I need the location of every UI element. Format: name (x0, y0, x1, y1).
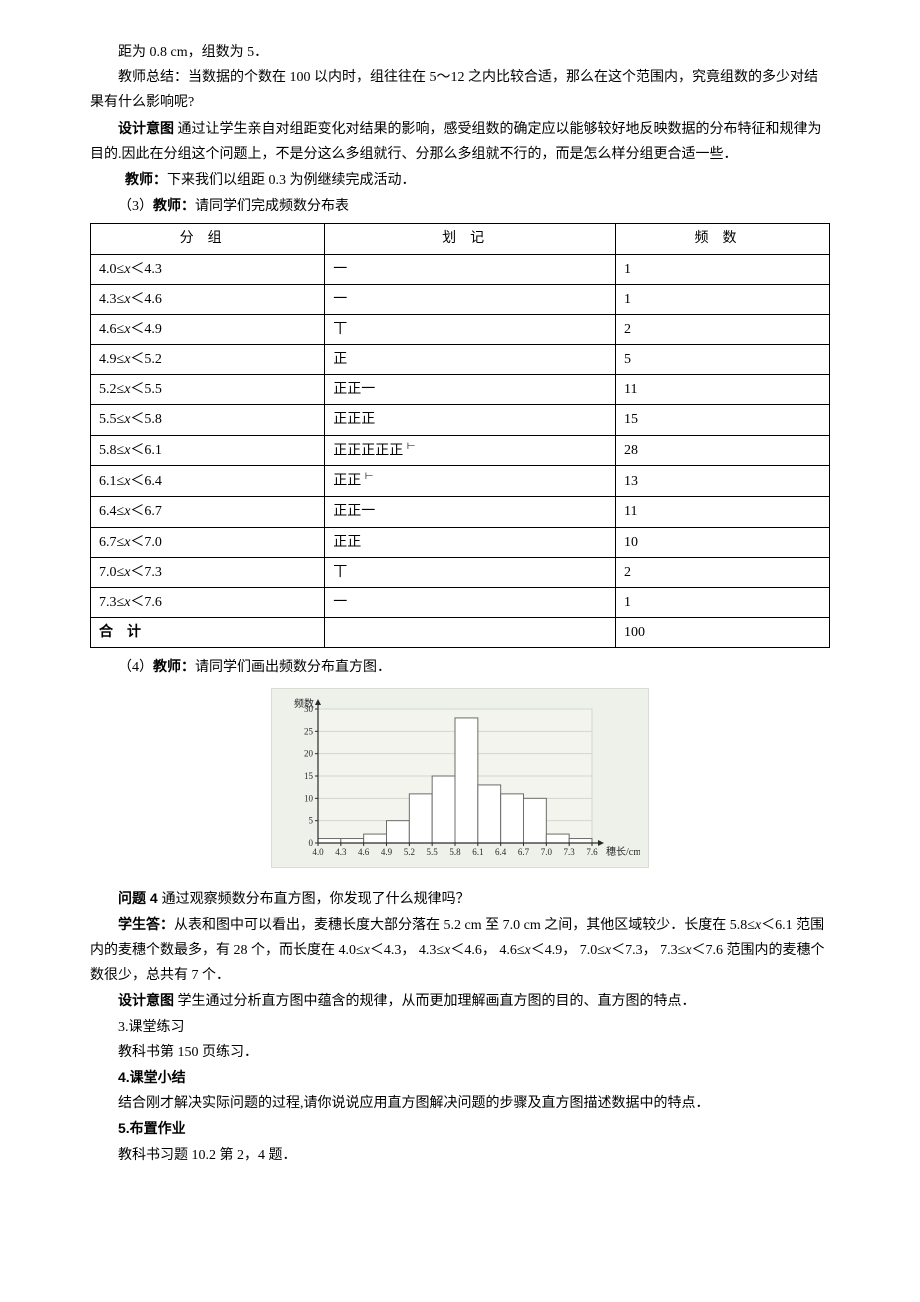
para-teacher-2: （3）教师：请同学们完成频数分布表 (90, 193, 830, 219)
table-row: 5.5≤x＜5.8正正正15 (91, 405, 830, 435)
cell-tally: 正正一 (325, 497, 616, 527)
cell-freq: 11 (616, 497, 830, 527)
svg-text:穗长/cm: 穗长/cm (606, 845, 640, 858)
para-teacher-1: 教师：下来我们以组距 0.3 为例继续完成活动． (90, 167, 830, 193)
svg-text:5.2: 5.2 (404, 847, 415, 857)
cell-range: 7.3≤x＜7.6 (91, 587, 325, 617)
histogram-container: 0510152025304.04.34.64.95.25.55.86.16.46… (90, 688, 830, 877)
cell-tally: 正正 ⊢ (325, 466, 616, 497)
svg-text:4.3: 4.3 (335, 847, 347, 857)
cell-range: 4.3≤x＜4.6 (91, 284, 325, 314)
cell-range: 5.5≤x＜5.8 (91, 405, 325, 435)
svg-text:7.0: 7.0 (541, 847, 553, 857)
svg-text:5: 5 (309, 816, 314, 826)
svg-text:频数: 频数 (294, 697, 314, 710)
cell-range: 7.0≤x＜7.3 (91, 557, 325, 587)
cell-freq: 28 (616, 435, 830, 466)
histogram-panel: 0510152025304.04.34.64.95.25.55.86.16.46… (271, 688, 649, 868)
svg-text:25: 25 (304, 727, 314, 737)
table-total-row: 合计 100 (91, 618, 830, 648)
para-design-2: 设计意图 学生通过分析直方图中蕴含的规律，从而更加理解画直方图的目的、直方图的特… (90, 988, 830, 1014)
cell-freq: 13 (616, 466, 830, 497)
total-label: 合计 (91, 618, 325, 648)
svg-text:6.1: 6.1 (472, 847, 483, 857)
svg-text:7.3: 7.3 (564, 847, 576, 857)
cell-tally: 一 (325, 254, 616, 284)
cell-tally: 正正正 (325, 405, 616, 435)
cell-tally: 一 (325, 284, 616, 314)
cell-tally: 正正 (325, 527, 616, 557)
table-row: 6.1≤x＜6.4正正 ⊢13 (91, 466, 830, 497)
question-4: 问题 4 通过观察频数分布直方图，你发现了什么规律吗？ (90, 886, 830, 912)
section-5-body: 教科书习题 10.2 第 2，4 题． (90, 1143, 830, 1168)
table-row: 7.3≤x＜7.6一1 (91, 587, 830, 617)
svg-text:15: 15 (304, 771, 314, 781)
cell-freq: 5 (616, 345, 830, 375)
table-row: 4.9≤x＜5.2正5 (91, 345, 830, 375)
cell-freq: 2 (616, 557, 830, 587)
th-group: 分组 (91, 224, 325, 254)
table-row: 6.7≤x＜7.0正正10 (91, 527, 830, 557)
cell-freq: 2 (616, 314, 830, 344)
cell-freq: 1 (616, 284, 830, 314)
cell-range: 6.4≤x＜6.7 (91, 497, 325, 527)
table-row: 5.8≤x＜6.1正正正正正 ⊢28 (91, 435, 830, 466)
table-row: 6.4≤x＜6.7正正一11 (91, 497, 830, 527)
svg-text:6.4: 6.4 (495, 847, 507, 857)
th-freq: 频数 (616, 224, 830, 254)
section-3-title: 3.课堂练习 (90, 1015, 830, 1040)
cell-range: 4.0≤x＜4.3 (91, 254, 325, 284)
section-4-title: 4.课堂小结 (90, 1065, 830, 1091)
cell-tally: 正正正正正 ⊢ (325, 435, 616, 466)
cell-tally: 丅 (325, 557, 616, 587)
table-row: 4.0≤x＜4.3一1 (91, 254, 830, 284)
para-intro-1: 距为 0.8 cm，组数为 5． (90, 40, 830, 65)
cell-range: 4.6≤x＜4.9 (91, 314, 325, 344)
cell-range: 4.9≤x＜5.2 (91, 345, 325, 375)
section-5-title: 5.布置作业 (90, 1116, 830, 1142)
table-row: 4.3≤x＜4.6一1 (91, 284, 830, 314)
student-answer: 学生答：从表和图中可以看出，麦穗长度大部分落在 5.2 cm 至 7.0 cm … (90, 912, 830, 989)
svg-text:5.5: 5.5 (427, 847, 439, 857)
para-teacher-3: （4）教师：请同学们画出频数分布直方图． (90, 654, 830, 680)
table-header-row: 分组 划记 频数 (91, 224, 830, 254)
cell-tally: 一 (325, 587, 616, 617)
para-intro-2: 教师总结：当数据的个数在 100 以内时，组往往在 5～12 之内比较合适，那么… (90, 65, 830, 115)
section-3-body: 教科书第 150 页练习． (90, 1040, 830, 1065)
total-value: 100 (616, 618, 830, 648)
section-4-body: 结合刚才解决实际问题的过程,请你说说应用直方图解决问题的步骤及直方图描述数据中的… (90, 1091, 830, 1116)
para-design-1: 设计意图 通过让学生亲自对组距变化对结果的影响，感受组数的确定应以能够较好地反映… (90, 116, 830, 167)
histogram-svg: 0510152025304.04.34.64.95.25.55.86.16.46… (280, 695, 640, 865)
cell-freq: 15 (616, 405, 830, 435)
cell-range: 5.2≤x＜5.5 (91, 375, 325, 405)
svg-text:5.8: 5.8 (449, 847, 461, 857)
cell-range: 6.1≤x＜6.4 (91, 466, 325, 497)
table-row: 5.2≤x＜5.5正正一11 (91, 375, 830, 405)
cell-freq: 1 (616, 254, 830, 284)
svg-text:7.6: 7.6 (586, 847, 598, 857)
svg-text:4.0: 4.0 (312, 847, 324, 857)
cell-tally: 丅 (325, 314, 616, 344)
cell-freq: 10 (616, 527, 830, 557)
cell-tally: 正 (325, 345, 616, 375)
cell-range: 5.8≤x＜6.1 (91, 435, 325, 466)
cell-freq: 1 (616, 587, 830, 617)
total-tally (325, 618, 616, 648)
table-row: 4.6≤x＜4.9丅2 (91, 314, 830, 344)
svg-text:10: 10 (304, 794, 314, 804)
cell-tally: 正正一 (325, 375, 616, 405)
frequency-table: 分组 划记 频数 4.0≤x＜4.3一14.3≤x＜4.6一14.6≤x＜4.9… (90, 223, 830, 648)
cell-freq: 11 (616, 375, 830, 405)
svg-text:20: 20 (304, 749, 314, 759)
cell-range: 6.7≤x＜7.0 (91, 527, 325, 557)
svg-text:4.9: 4.9 (381, 847, 393, 857)
svg-text:6.7: 6.7 (518, 847, 530, 857)
svg-text:4.6: 4.6 (358, 847, 370, 857)
table-row: 7.0≤x＜7.3丅2 (91, 557, 830, 587)
th-tally: 划记 (325, 224, 616, 254)
